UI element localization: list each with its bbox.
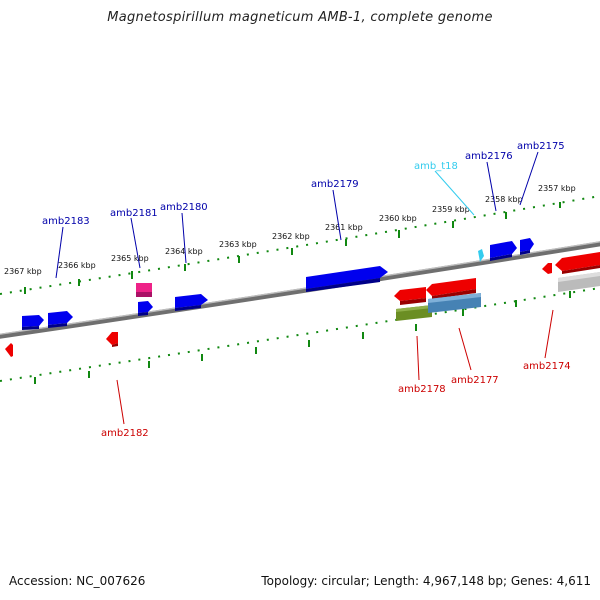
scale-label-2364: 2364 kbp	[165, 247, 203, 256]
label-leader-lines	[55, 151, 554, 425]
gene-amb2178[interactable]	[394, 287, 426, 301]
gene-amb2176[interactable]	[490, 241, 517, 258]
label-amb2181[interactable]: amb2181	[110, 208, 158, 219]
gene-amb2178-shade	[400, 298, 426, 305]
scale-label-2357: 2357 kbp	[538, 184, 576, 193]
scale-track-lower	[0, 287, 600, 382]
chromosome-backbone	[0, 241, 600, 339]
scale-label-2365: 2365 kbp	[111, 254, 149, 263]
gene-amb2182[interactable]	[106, 332, 118, 345]
label-amb2176[interactable]: amb2176	[465, 151, 513, 162]
genome-summary-text: Topology: circular; Length: 4,967,148 bp…	[261, 574, 591, 588]
scale-label-2367: 2367 kbp	[4, 267, 42, 276]
scale-label-2362: 2362 kbp	[272, 232, 310, 241]
label-amb2179[interactable]: amb2179	[311, 179, 359, 190]
gene-amb2183[interactable]	[48, 311, 73, 325]
label-amb2182[interactable]: amb2182	[101, 428, 149, 439]
gene-labels: amb2175 amb2176 amb_t18 amb2179 amb2180 …	[42, 141, 571, 439]
scale-labels: 2357 kbp 2358 kbp 2359 kbp 2360 kbp 2361…	[4, 184, 576, 276]
scale-label-2360: 2360 kbp	[379, 214, 417, 223]
gene-amb2180[interactable]	[175, 294, 208, 308]
gene-amb2184-shade	[22, 326, 39, 330]
gene-amb2183-shade	[48, 323, 67, 328]
scale-major-ticks	[24, 202, 561, 294]
gene-amb2174-shade	[562, 265, 600, 274]
gene-amb2179-shade	[306, 278, 380, 292]
gene-amb2182-shade	[112, 343, 118, 347]
scale-label-2361: 2361 kbp	[325, 223, 363, 232]
plus-strand-genes	[22, 238, 534, 330]
gene-pink[interactable]	[136, 283, 152, 294]
gene-amb2177[interactable]	[426, 278, 476, 296]
feature-gray-light	[558, 272, 600, 282]
scale-label-2359: 2359 kbp	[432, 205, 470, 214]
label-amb2183[interactable]: amb2183	[42, 216, 90, 227]
trna-amb_t18[interactable]	[478, 249, 484, 262]
gene-amb2181-blue-shade	[138, 312, 148, 316]
scale-label-2363: 2363 kbp	[219, 240, 257, 249]
gene-amb2184[interactable]	[22, 315, 44, 327]
label-amb2177[interactable]: amb2177	[451, 375, 499, 386]
label-amb_t18[interactable]: amb_t18	[414, 161, 458, 172]
chromosome-backbone-highlight	[0, 241, 600, 335]
map-title: Magnetospirillum magneticum AMB-1, compl…	[107, 10, 493, 25]
label-amb2174[interactable]: amb2174	[523, 361, 571, 372]
gene-amb2177-shade	[432, 289, 476, 299]
gene-amb2175[interactable]	[520, 238, 534, 252]
feature-olive-light	[396, 305, 432, 312]
gene-amb2174[interactable]	[555, 252, 600, 271]
scale-major-ticks-lower	[34, 291, 571, 384]
scale-label-2358: 2358 kbp	[485, 195, 523, 204]
minus-strand-genes	[5, 252, 600, 357]
gene-amb2175-shade	[520, 250, 530, 255]
gene-pink-shade	[136, 292, 152, 297]
scale-label-2366: 2366 kbp	[58, 261, 96, 270]
gene-amb2176-shade	[490, 254, 512, 261]
gene-amb2180-shade	[175, 305, 201, 311]
gene-amb2174-a[interactable]	[542, 263, 552, 274]
gene-amb2181-blue[interactable]	[138, 301, 153, 313]
label-amb2175[interactable]: amb2175	[517, 141, 565, 152]
accession-text: Accession: NC_007626	[9, 574, 146, 588]
gene-edge-red[interactable]	[5, 343, 13, 357]
gene-amb2179[interactable]	[306, 266, 388, 289]
label-amb2178[interactable]: amb2178	[398, 384, 446, 395]
label-amb2180[interactable]: amb2180	[160, 202, 208, 213]
feature-steelblue-light	[428, 293, 481, 303]
